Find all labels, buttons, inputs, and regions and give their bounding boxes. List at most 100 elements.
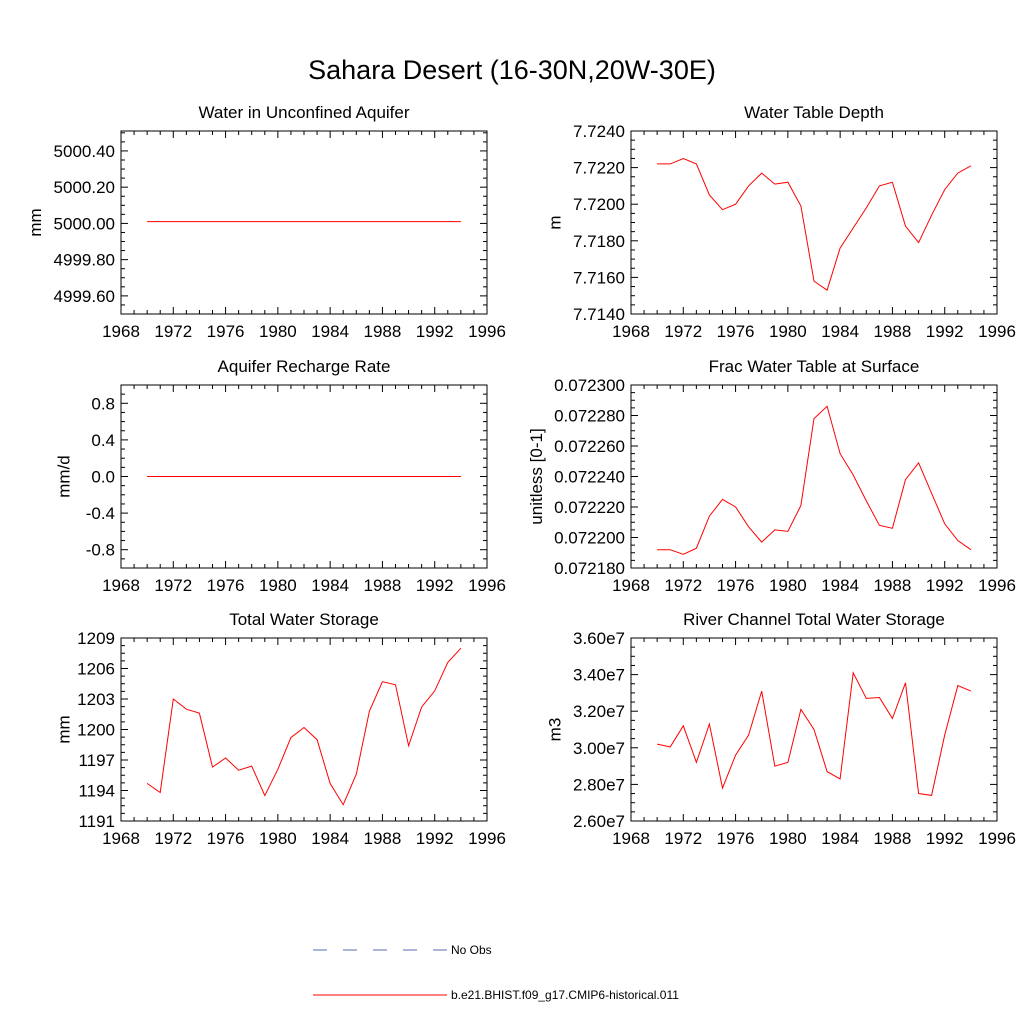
y-tick-label: 7.7220 bbox=[573, 159, 625, 178]
x-tick-label: 1968 bbox=[102, 322, 140, 341]
x-tick-label: 1972 bbox=[154, 322, 192, 341]
plot-frame bbox=[120, 637, 488, 822]
y-tick-label: 2.80e7 bbox=[573, 775, 625, 794]
x-tick-label: 1972 bbox=[664, 576, 702, 595]
x-tick-label: 1988 bbox=[874, 576, 912, 595]
y-tick-label: 7.7200 bbox=[573, 195, 625, 214]
x-tick-label: 1968 bbox=[102, 829, 140, 848]
x-tick-label: 1980 bbox=[259, 576, 297, 595]
y-tick-label: -0.8 bbox=[86, 541, 115, 560]
y-tick-label: 7.7160 bbox=[573, 268, 625, 287]
y-tick-label: 1209 bbox=[77, 629, 115, 648]
y-tick-label: 1200 bbox=[77, 721, 115, 740]
y-axis-label: m3 bbox=[546, 718, 565, 742]
chart-panel-1: Water in Unconfined Aquifer 1968 1972 1976 1… bbox=[26, 103, 506, 341]
y-axis-label: mm bbox=[54, 715, 73, 743]
x-tick-label: 1988 bbox=[364, 829, 402, 848]
y-tick-label: 2.60e7 bbox=[573, 812, 625, 831]
y-axis-label: mm bbox=[26, 208, 45, 236]
y-tick-label: 0.072300 bbox=[554, 376, 625, 395]
x-tick-label: 1996 bbox=[468, 322, 506, 341]
y-tick-label: 5000.00 bbox=[54, 214, 115, 233]
series-line bbox=[657, 157, 972, 292]
panel-title: Aquifer Recharge Rate bbox=[218, 357, 391, 376]
x-tick-label: 1980 bbox=[769, 322, 807, 341]
panel-title: Water Table Depth bbox=[744, 103, 884, 122]
x-tick-label: 1996 bbox=[468, 576, 506, 595]
x-tick-label: 1984 bbox=[821, 576, 859, 595]
x-tick-label: 1984 bbox=[821, 322, 859, 341]
x-tick-label: 1988 bbox=[874, 322, 912, 341]
x-tick-label: 1992 bbox=[416, 322, 454, 341]
y-tick-label: 1197 bbox=[78, 751, 115, 770]
x-tick-label: 1988 bbox=[874, 829, 912, 848]
y-tick-label: 1203 bbox=[77, 690, 115, 709]
x-tick-label: 1992 bbox=[926, 576, 964, 595]
y-tick-label: 1194 bbox=[78, 782, 115, 801]
legend-label-model: b.e21.BHIST.f09_g17.CMIP6-historical.011 bbox=[451, 988, 679, 1002]
y-tick-label: 3.60e7 bbox=[573, 629, 625, 648]
y-tick-label: 0.4 bbox=[91, 431, 115, 450]
y-tick-label: 5000.20 bbox=[54, 178, 115, 197]
y-tick-label: 0.8 bbox=[91, 394, 115, 413]
chart-panel-3: Aquifer Recharge Rate 1968 1972 1976 1980 198… bbox=[54, 357, 506, 595]
x-tick-label: 1996 bbox=[978, 576, 1016, 595]
x-tick-label: 1984 bbox=[311, 576, 349, 595]
x-tick-label: 1988 bbox=[364, 322, 402, 341]
y-tick-label: 4999.60 bbox=[54, 287, 115, 306]
x-tick-label: 1976 bbox=[717, 829, 755, 848]
chart-panel-2: Water Table Depth 1968 1972 1976 1980 1984 198… bbox=[546, 103, 1016, 341]
x-tick-label: 1980 bbox=[259, 322, 297, 341]
x-tick-label: 1980 bbox=[259, 829, 297, 848]
x-tick-label: 1972 bbox=[154, 829, 192, 848]
panel-title: Water in Unconfined Aquifer bbox=[198, 103, 409, 122]
y-tick-label: -0.4 bbox=[86, 504, 115, 523]
y-tick-label: 7.7180 bbox=[573, 232, 625, 251]
x-tick-label: 1976 bbox=[717, 576, 755, 595]
x-tick-label: 1972 bbox=[664, 829, 702, 848]
y-tick-label: 3.40e7 bbox=[573, 666, 625, 685]
y-tick-label: 1191 bbox=[78, 812, 115, 831]
x-tick-label: 1976 bbox=[717, 322, 755, 341]
panels: Water in Unconfined Aquifer 1968 1972 1976 1… bbox=[26, 103, 1016, 848]
x-tick-label: 1992 bbox=[926, 829, 964, 848]
x-tick-label: 1984 bbox=[311, 829, 349, 848]
y-tick-label: 3.20e7 bbox=[573, 702, 625, 721]
legend-label-obs: No Obs bbox=[451, 943, 492, 957]
x-tick-label: 1992 bbox=[926, 322, 964, 341]
y-tick-label: 3.00e7 bbox=[573, 739, 625, 758]
x-tick-label: 1980 bbox=[769, 576, 807, 595]
x-tick-label: 1976 bbox=[207, 829, 245, 848]
figure-title: Sahara Desert (16-30N,20W-30E) bbox=[308, 55, 716, 85]
x-tick-label: 1992 bbox=[416, 829, 454, 848]
y-tick-label: 4999.80 bbox=[54, 251, 115, 270]
x-tick-label: 1984 bbox=[821, 829, 859, 848]
y-tick-label: 0.072240 bbox=[554, 468, 625, 487]
y-tick-label: 1206 bbox=[77, 660, 115, 679]
x-tick-label: 1976 bbox=[207, 322, 245, 341]
x-tick-label: 1988 bbox=[364, 576, 402, 595]
legend: No Obs b.e21.BHIST.f09_g17.CMIP6-histori… bbox=[313, 943, 679, 1002]
plot-frame bbox=[630, 384, 998, 569]
panel-title: Total Water Storage bbox=[229, 610, 379, 629]
chart-panel-4: Frac Water Table at Surface 1968 1972 1976 1… bbox=[527, 357, 1016, 595]
y-axis-label: unitless [0-1] bbox=[527, 428, 546, 524]
x-tick-label: 1984 bbox=[311, 322, 349, 341]
y-axis-label: mm/d bbox=[54, 455, 73, 498]
y-tick-label: 5000.40 bbox=[54, 142, 115, 161]
panel-title: River Channel Total Water Storage bbox=[683, 610, 945, 629]
chart-panel-6: River Channel Total Water Storage 1968 197… bbox=[546, 610, 1016, 848]
panel-title: Frac Water Table at Surface bbox=[709, 357, 920, 376]
y-tick-label: 0.072200 bbox=[554, 529, 625, 548]
y-tick-label: 0.072220 bbox=[554, 498, 625, 517]
series-line bbox=[656, 671, 972, 796]
x-tick-label: 1968 bbox=[612, 576, 650, 595]
x-tick-label: 1976 bbox=[207, 576, 245, 595]
series-line bbox=[657, 405, 972, 555]
x-tick-label: 1972 bbox=[664, 322, 702, 341]
x-tick-label: 1968 bbox=[612, 829, 650, 848]
y-axis-label: m bbox=[546, 215, 565, 229]
chart-panel-5: Total Water Storage 1968 1972 1976 1980 1984 1… bbox=[54, 610, 506, 848]
series-line bbox=[146, 647, 462, 806]
